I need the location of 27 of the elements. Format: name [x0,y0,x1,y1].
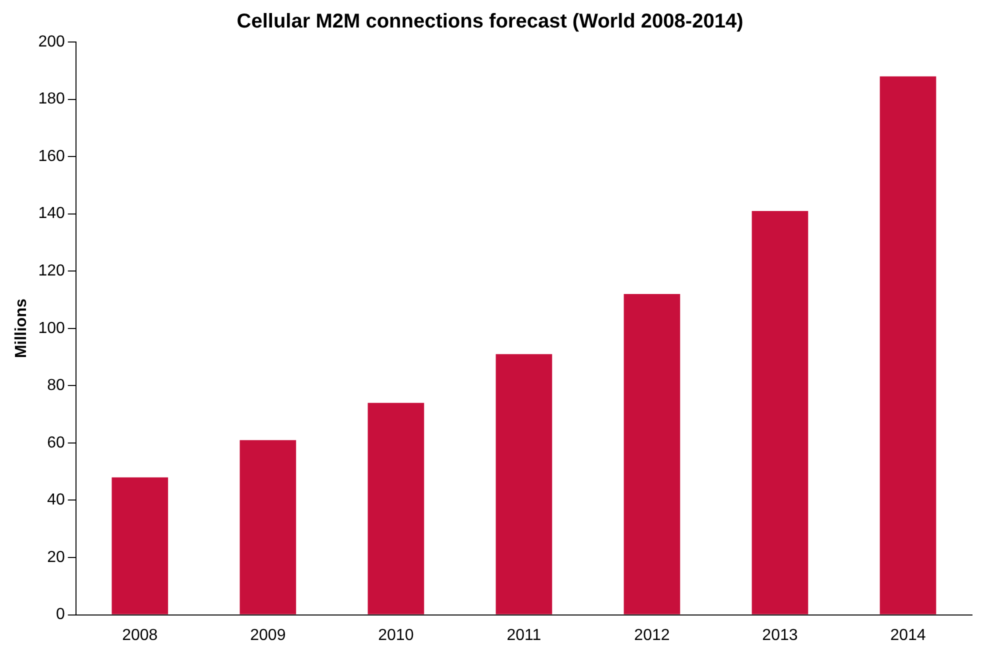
x-tick-label: 2008 [122,626,158,644]
x-tick-label: 2014 [890,626,926,644]
y-tick-label: 160 [38,148,65,165]
x-tick-label: 2013 [762,626,798,644]
bar [880,76,936,614]
y-tick-label: 0 [56,606,65,624]
y-tick-label: 100 [38,320,65,337]
y-tick-label: 180 [38,90,65,108]
x-tick-label: 2010 [378,626,414,644]
chart-title: Cellular M2M connections forecast (World 2008-2014) [236,10,744,33]
bar [368,402,424,614]
bar [752,210,808,614]
y-tick-label: 60 [47,434,65,452]
bar [496,354,552,614]
y-axis-title: Millions [13,298,30,358]
y-tick-label: 140 [38,205,65,222]
y-tick-label: 20 [47,548,65,566]
y-tick-label: 200 [38,33,65,50]
x-tick-label: 2009 [250,626,286,644]
y-tick-label: 80 [47,377,65,394]
bar [112,477,168,614]
y-tick-label: 40 [47,492,65,509]
bar [624,294,680,614]
x-tick-label: 2012 [634,626,670,644]
y-tick-label: 120 [38,262,65,280]
bar [240,440,296,614]
x-tick-label: 2011 [506,626,542,644]
